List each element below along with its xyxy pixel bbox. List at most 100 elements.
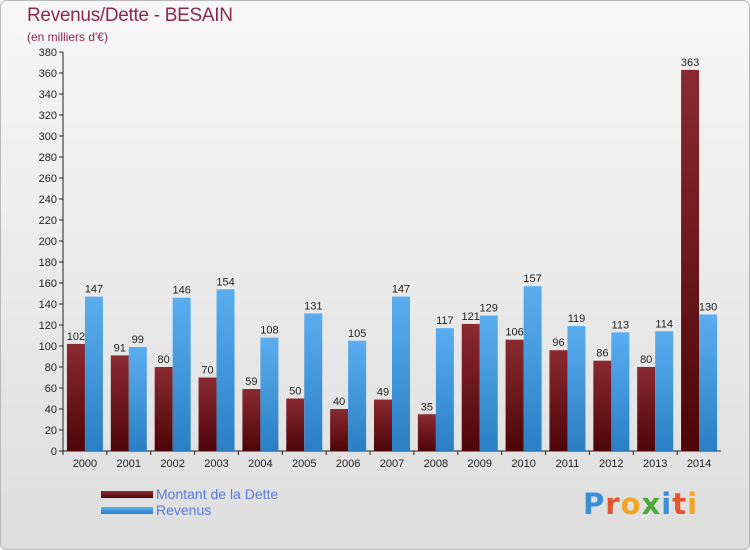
value-label-dette: 59 (245, 376, 257, 388)
value-label-revenus: 154 (216, 276, 234, 288)
value-label-dette: 106 (505, 327, 523, 339)
value-label-dette: 91 (114, 342, 126, 354)
bar-dette (637, 367, 656, 451)
y-tick-label: 200 (39, 236, 57, 248)
bar-revenus (479, 315, 498, 451)
value-label-dette: 80 (640, 354, 652, 366)
bar-dette (461, 323, 480, 451)
value-label-revenus: 157 (523, 273, 541, 285)
bar-dette (681, 69, 700, 451)
value-label-dette: 121 (462, 311, 480, 323)
value-label-revenus: 108 (260, 325, 278, 337)
y-tick-label: 180 (39, 257, 57, 269)
y-tick-label: 320 (39, 110, 57, 122)
logo-letter: i (687, 487, 699, 521)
y-tick-label: 80 (45, 362, 57, 374)
x-tick-label: 2011 (556, 458, 580, 470)
y-tick-label: 120 (39, 320, 57, 332)
value-label-revenus: 105 (348, 328, 366, 340)
bar-dette (198, 377, 217, 451)
bar-dette (286, 398, 305, 451)
x-tick-label: 2001 (117, 458, 141, 470)
x-tick-label: 2013 (643, 458, 667, 470)
value-label-revenus: 119 (568, 313, 586, 325)
bar-dette (154, 367, 173, 451)
bar-revenus (611, 332, 630, 451)
bar-revenus (128, 347, 147, 451)
legend-swatch-revenus (101, 507, 153, 514)
y-tick-label: 380 (39, 47, 57, 59)
chart-value-labels: 102 91 80 70 59 50 40 49 35 121 106 96 86 80 363 147 99 1… (67, 57, 717, 413)
chart-title: Revenus/Dette - BESAIN (27, 5, 233, 26)
x-tick-label: 2005 (292, 458, 316, 470)
legend-label-revenus: Revenus (156, 502, 212, 518)
value-label-dette: 49 (377, 387, 389, 399)
y-tick-label: 280 (39, 152, 57, 164)
y-tick-label: 340 (39, 89, 57, 101)
logo-letter: r (605, 487, 621, 521)
x-tick-label: 2012 (599, 458, 623, 470)
x-tick-label: 2010 (511, 458, 535, 470)
value-label-dette: 50 (289, 386, 301, 398)
logo-letter: P (583, 487, 606, 521)
y-tick-label: 240 (39, 194, 57, 206)
bar-dette (242, 389, 261, 451)
x-tick-label: 2006 (336, 458, 360, 470)
value-label-dette: 40 (333, 396, 345, 408)
bar-dette (374, 399, 392, 451)
bar-dette (110, 355, 129, 451)
x-tick-label: 2000 (73, 458, 97, 470)
x-tick-label: 2008 (424, 458, 448, 470)
y-tick-label: 100 (39, 341, 57, 353)
value-label-dette: 35 (421, 401, 433, 413)
bar-revenus (567, 326, 586, 451)
x-tick-label: 2004 (248, 458, 272, 470)
x-tick-label: 2002 (160, 458, 184, 470)
value-label-revenus: 130 (699, 302, 717, 314)
bar-dette (549, 350, 568, 451)
chart-bars (66, 69, 718, 451)
value-label-revenus: 117 (436, 315, 454, 327)
legend-label-dette: Montant de la Dette (156, 486, 279, 502)
logo-letter: x (641, 487, 662, 521)
x-tick-label: 2007 (380, 458, 404, 470)
value-label-revenus: 129 (480, 303, 498, 315)
y-tick-label: 300 (39, 131, 57, 143)
chart-subtitle: (en milliers d'€) (27, 30, 108, 44)
value-label-revenus: 147 (392, 284, 410, 296)
bar-dette (593, 360, 612, 451)
bar-dette (417, 414, 436, 451)
bar-revenus (84, 296, 103, 451)
value-label-revenus: 131 (304, 300, 322, 312)
x-tick-label: 2003 (204, 458, 228, 470)
legend-swatch-dette (101, 491, 153, 498)
y-tick-label: 260 (39, 173, 57, 185)
y-tick-label: 40 (45, 404, 57, 416)
x-tick-label: 2009 (467, 458, 491, 470)
bar-dette (505, 339, 524, 451)
value-label-revenus: 147 (85, 284, 103, 296)
y-tick-label: 0 (51, 446, 57, 458)
y-tick-label: 20 (45, 425, 57, 437)
bar-dette (330, 409, 349, 451)
value-label-dette: 80 (158, 354, 170, 366)
y-tick-label: 160 (39, 278, 57, 290)
value-label-revenus: 99 (132, 334, 144, 346)
value-label-dette: 70 (201, 365, 213, 377)
bar-revenus (304, 313, 323, 451)
bar-dette (66, 343, 85, 451)
logo-letter: t (672, 487, 688, 521)
bar-revenus (523, 286, 542, 451)
value-label-dette: 96 (552, 337, 564, 349)
bar-revenus (655, 331, 674, 451)
value-label-revenus: 114 (655, 318, 673, 330)
bar-revenus (435, 328, 454, 451)
y-tick-label: 60 (45, 383, 57, 395)
y-tick-label: 140 (39, 299, 57, 311)
value-label-revenus: 146 (172, 285, 190, 297)
bar-revenus (260, 337, 279, 451)
logo-letter: i (661, 487, 673, 521)
x-tick-label: 2014 (687, 458, 711, 470)
